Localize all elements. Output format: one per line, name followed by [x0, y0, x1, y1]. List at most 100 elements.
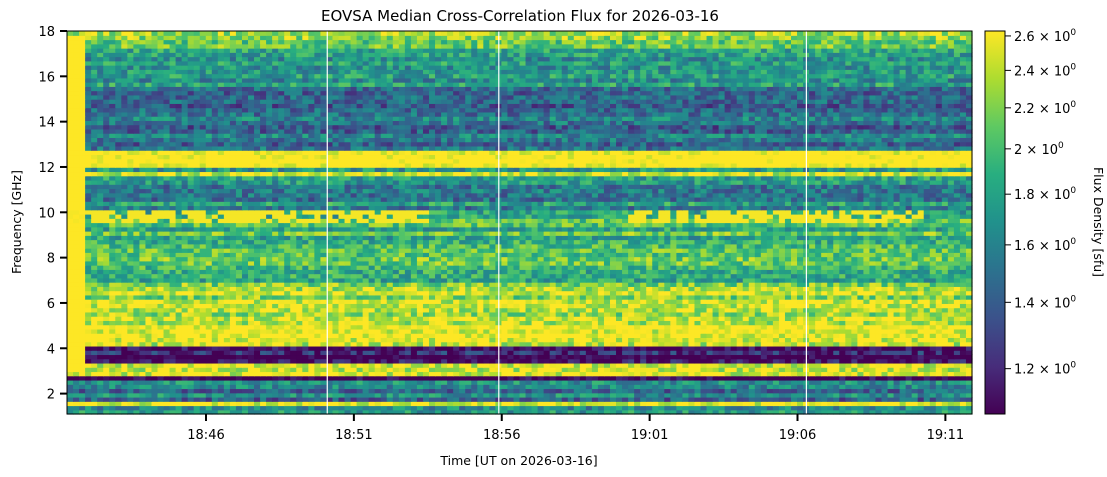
heatmap-cell [833, 388, 840, 394]
heatmap-cell [628, 401, 635, 407]
heatmap-cell [688, 286, 696, 292]
heatmap-cell [646, 392, 653, 398]
heatmap-cell [284, 396, 291, 402]
heatmap-cell [863, 320, 871, 326]
heatmap-cell [791, 384, 798, 390]
heatmap-cell [229, 290, 237, 296]
heatmap-cell [887, 307, 895, 313]
heatmap-cell [133, 269, 140, 275]
heatmap-cell [235, 294, 243, 300]
heatmap-cell [181, 388, 189, 394]
heatmap-cell [634, 405, 641, 411]
heatmap-cell [712, 396, 720, 402]
heatmap-cell [181, 316, 189, 321]
heatmap-cell [827, 354, 834, 360]
heatmap-cell [115, 311, 122, 317]
heatmap-cell [628, 299, 635, 304]
heatmap-cell [157, 307, 165, 313]
heatmap-cell [260, 269, 267, 275]
heatmap-cell [893, 367, 901, 373]
heatmap-cell [278, 409, 285, 415]
heatmap-cell [422, 277, 430, 283]
heatmap-cell [658, 324, 665, 330]
heatmap-cell [163, 350, 171, 356]
heatmap-cell [350, 409, 358, 415]
heatmap-cell [356, 311, 364, 317]
heatmap-cell [622, 320, 629, 326]
heatmap-cell [766, 294, 774, 300]
heatmap-cell [923, 299, 931, 304]
heatmap-cell [911, 290, 919, 296]
heatmap-cell [622, 354, 629, 360]
heatmap-cell [368, 379, 376, 385]
heatmap-cell [887, 290, 895, 296]
heatmap-cell [827, 324, 834, 330]
heatmap-cell [839, 311, 846, 317]
heatmap-cell [579, 320, 587, 326]
heatmap-cell [784, 405, 792, 411]
heatmap-cell [929, 307, 937, 313]
heatmap-cell [145, 371, 153, 377]
heatmap-cell [266, 269, 273, 275]
heatmap-cell [917, 307, 925, 313]
heatmap-cell [290, 367, 297, 373]
heatmap-cell [404, 396, 412, 402]
heatmap-cell [591, 367, 599, 373]
heatmap-cell [314, 337, 321, 343]
heatmap-cell [205, 379, 213, 385]
heatmap-cell [477, 311, 484, 317]
heatmap-cell [380, 316, 388, 321]
heatmap-cell [676, 337, 683, 343]
heatmap-cell [603, 320, 611, 326]
heatmap-cell [368, 337, 376, 343]
heatmap-cell [646, 303, 653, 309]
heatmap-cell [519, 405, 527, 411]
heatmap-cell [350, 401, 358, 407]
heatmap-cell [169, 341, 177, 347]
heatmap-cell [344, 303, 352, 309]
heatmap-cell [91, 311, 98, 317]
heatmap-cell [392, 375, 400, 381]
heatmap-cell [597, 303, 605, 309]
heatmap-cell [85, 358, 92, 364]
heatmap-cell [241, 375, 249, 381]
heatmap-cell [386, 409, 394, 415]
heatmap-cell [821, 311, 828, 317]
heatmap-cell [410, 307, 418, 313]
heatmap-cell [266, 362, 273, 368]
heatmap-cell [718, 328, 726, 334]
heatmap-cell [646, 379, 653, 385]
heatmap-cell [911, 333, 919, 338]
heatmap-cell [549, 316, 557, 321]
heatmap-cell [435, 282, 442, 287]
heatmap-cell [905, 273, 913, 279]
heatmap-cell [718, 350, 726, 356]
heatmap-cell [519, 307, 527, 313]
heatmap-cell [585, 290, 593, 296]
heatmap-cell [815, 392, 822, 398]
heatmap-cell [266, 392, 273, 398]
heatmap-cell [416, 384, 424, 390]
heatmap-cell [338, 409, 346, 415]
heatmap-cell [169, 367, 177, 373]
heatmap-cell [151, 333, 159, 338]
heatmap-cell [887, 294, 895, 300]
heatmap-cell [386, 307, 394, 313]
heatmap-cell [809, 299, 816, 304]
heatmap-cell [386, 316, 394, 321]
heatmap-cell [362, 388, 370, 394]
heatmap-cell [959, 311, 967, 317]
heatmap-cell [742, 345, 750, 351]
heatmap-cell [338, 286, 346, 292]
heatmap-cell [652, 405, 659, 411]
heatmap-cell [284, 282, 291, 287]
heatmap-cell [223, 341, 231, 347]
heatmap-cell [380, 303, 388, 309]
heatmap-cell [658, 290, 665, 296]
heatmap-cell [139, 350, 147, 356]
heatmap-cell [543, 277, 551, 283]
heatmap-cell [730, 277, 738, 283]
heatmap-cell [784, 286, 792, 292]
heatmap-cell [640, 290, 647, 296]
heatmap-cell [899, 401, 907, 407]
